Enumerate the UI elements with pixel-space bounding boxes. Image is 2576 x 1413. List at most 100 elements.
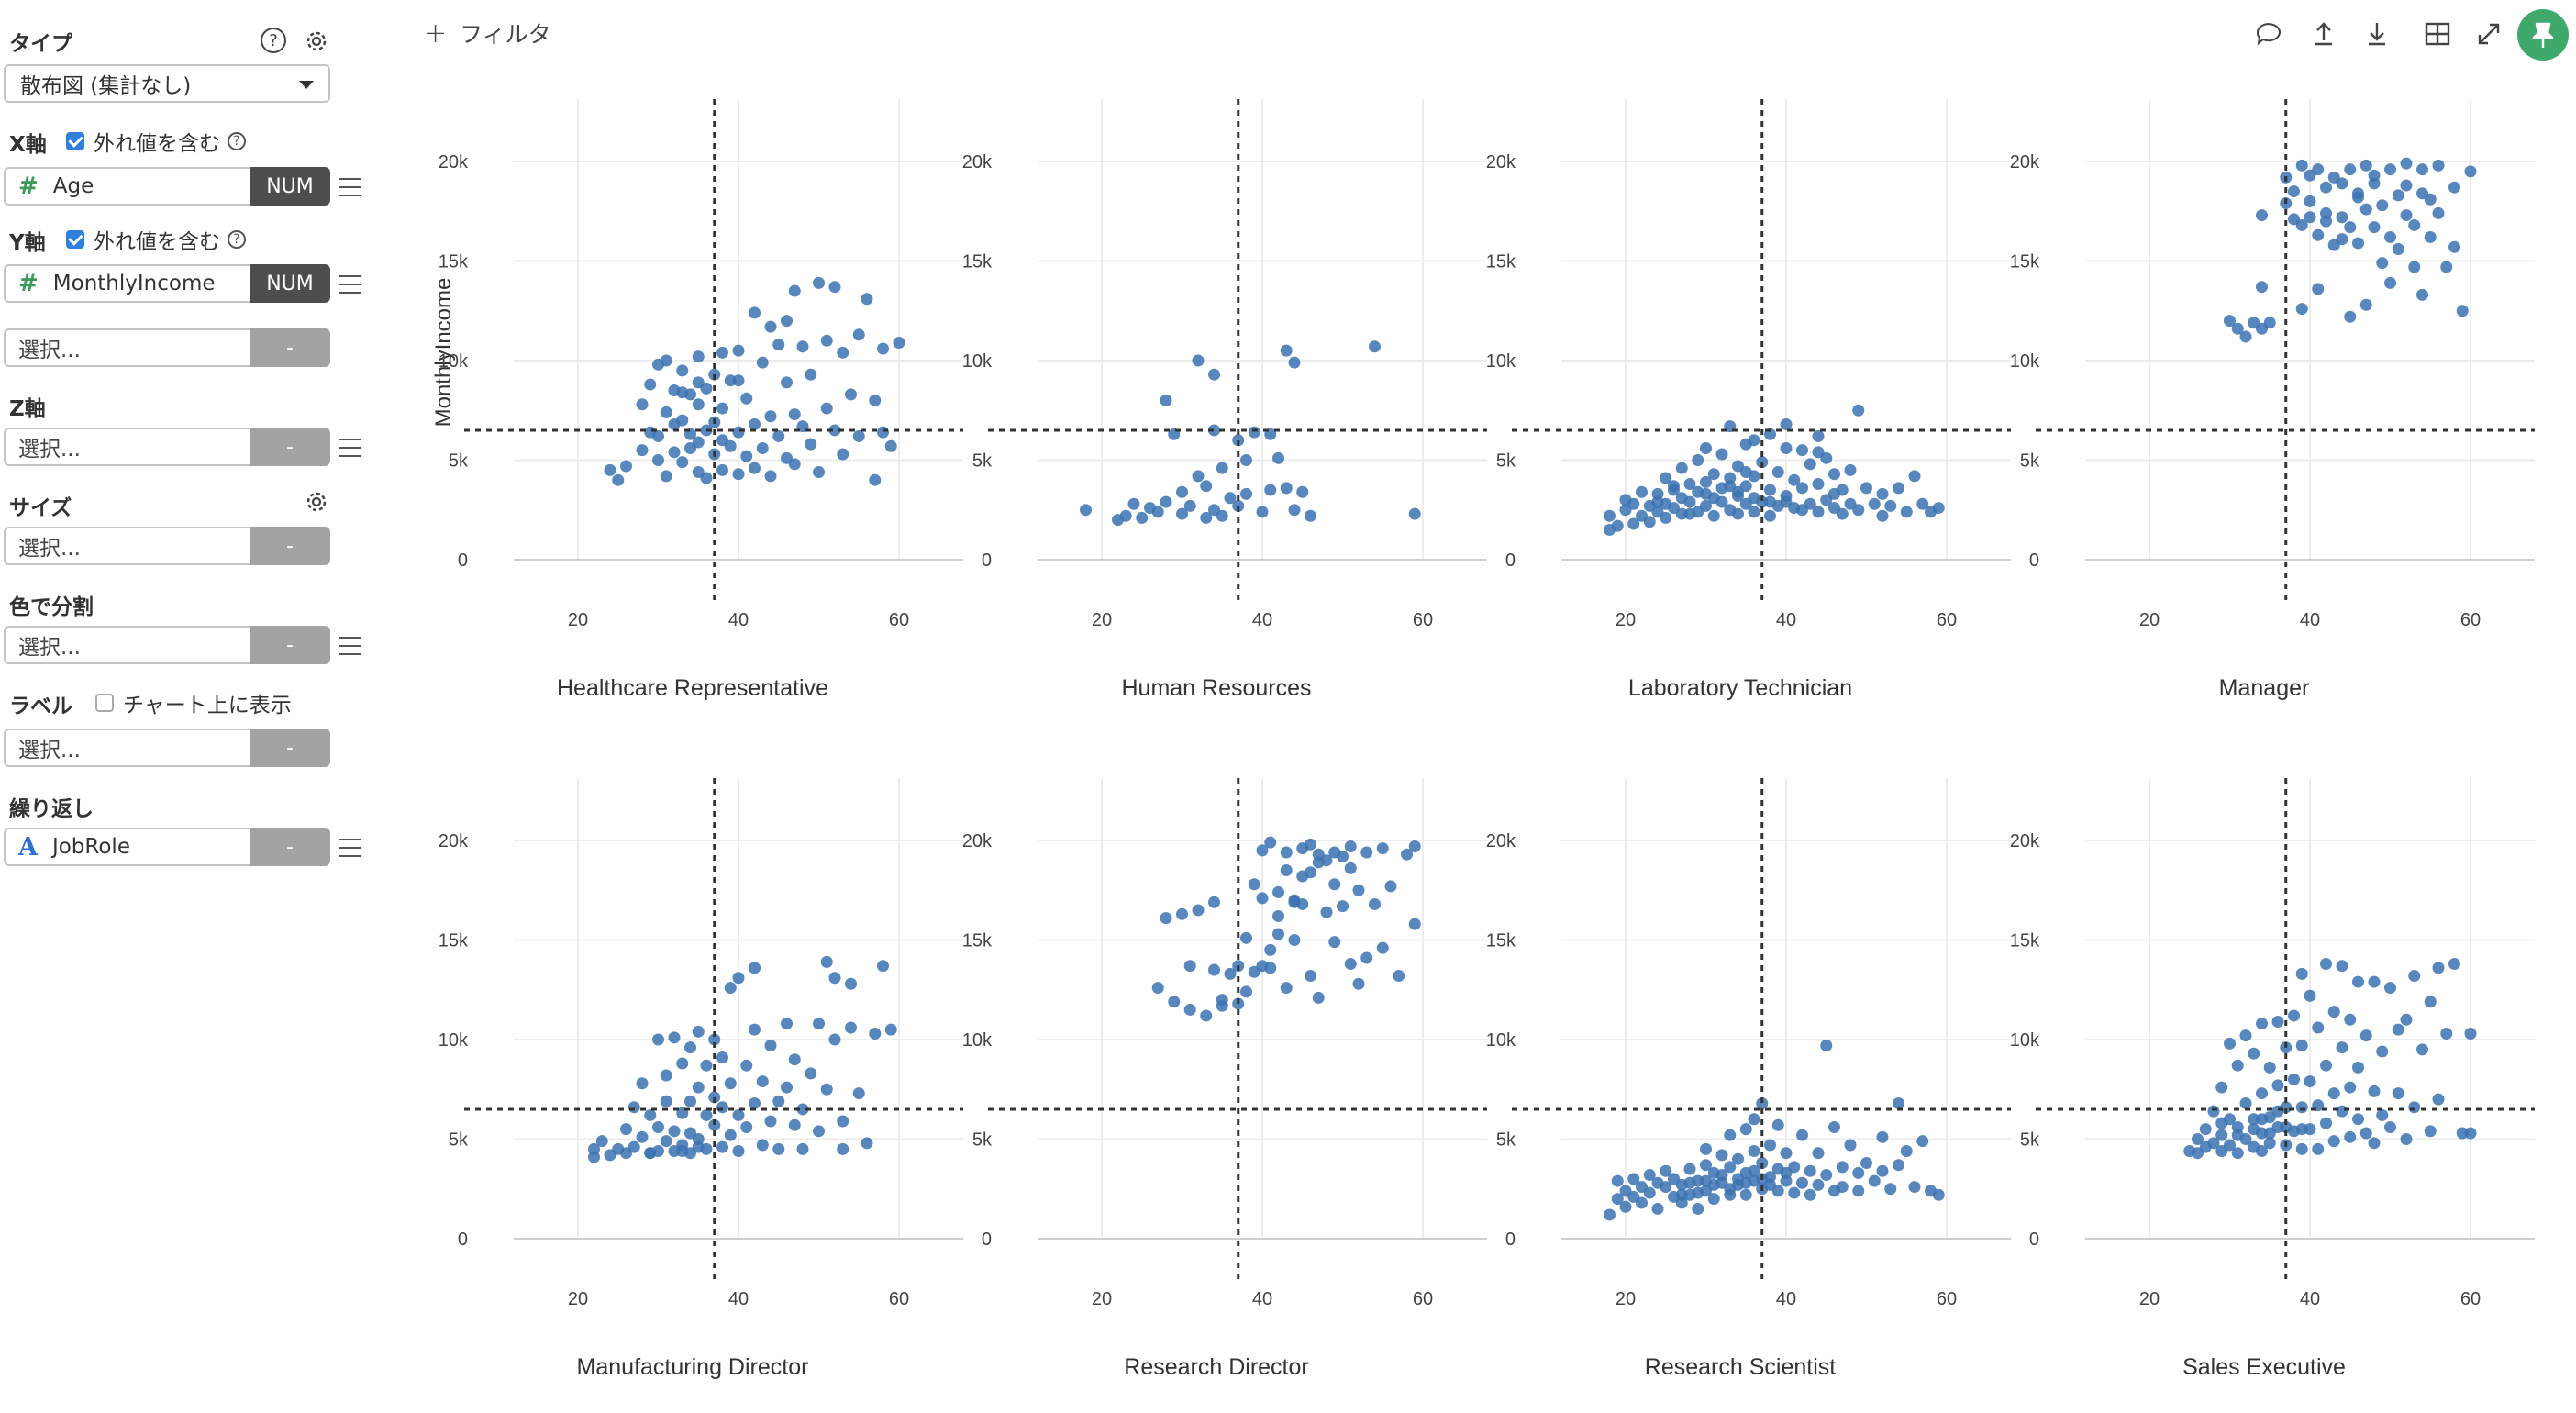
size-field[interactable]: 選択... - bbox=[4, 527, 330, 565]
scatter-point bbox=[845, 388, 857, 401]
scatter-point bbox=[1715, 482, 1728, 495]
z-tag[interactable]: - bbox=[250, 428, 330, 466]
scatter-point bbox=[1376, 941, 1389, 954]
scatter-point bbox=[716, 402, 728, 415]
scatter-point bbox=[1611, 1174, 1624, 1187]
z-axis-field[interactable]: 選択... - bbox=[4, 428, 330, 466]
pin-button[interactable] bbox=[2517, 9, 2569, 61]
scatter-point bbox=[1796, 482, 1808, 495]
x-help-icon[interactable]: ? bbox=[228, 132, 246, 150]
comment-icon[interactable] bbox=[2253, 18, 2284, 50]
expand-icon[interactable] bbox=[2473, 18, 2504, 50]
repeat-menu-icon[interactable] bbox=[339, 839, 361, 863]
scatter-point bbox=[764, 1040, 777, 1052]
y-menu-icon[interactable] bbox=[339, 275, 361, 300]
y-help-icon[interactable]: ? bbox=[228, 230, 246, 249]
scatter-point bbox=[772, 1095, 785, 1107]
add-filter-button[interactable]: + フィルタ bbox=[424, 17, 551, 50]
x-field-type[interactable]: NUM bbox=[250, 167, 330, 206]
y-outlier-toggle[interactable]: 外れ値を含む ? bbox=[66, 224, 246, 255]
color-tag[interactable]: - bbox=[250, 626, 330, 664]
scatter-point bbox=[1627, 517, 1640, 530]
scatter-point bbox=[828, 972, 841, 985]
scatter-point bbox=[1820, 1169, 1833, 1182]
scatter-point bbox=[1408, 507, 1421, 520]
scatter-point bbox=[1868, 497, 1881, 510]
scatter-point bbox=[2344, 1130, 2357, 1143]
facet-panel: 0 5k 10k 15k 20k 20 40 60 Manager bbox=[2010, 99, 2535, 701]
x-tick-label: 60 bbox=[1937, 1289, 1957, 1309]
y-tick-label: 15k bbox=[439, 931, 469, 951]
scatter-point bbox=[749, 1023, 761, 1036]
scatter-point bbox=[2359, 1029, 2372, 1042]
scatter-point bbox=[2416, 288, 2428, 301]
scatter-point bbox=[1183, 499, 1196, 512]
scatter-point bbox=[845, 1021, 857, 1034]
help-icon[interactable]: ? bbox=[261, 28, 286, 53]
size-label: サイズ bbox=[9, 496, 72, 520]
scatter-point bbox=[1804, 1188, 1816, 1201]
scatter-point bbox=[2432, 159, 2445, 172]
scatter-point bbox=[1764, 1139, 1776, 1152]
scatter-point bbox=[1328, 936, 1341, 949]
label-field[interactable]: 選択... - bbox=[4, 729, 330, 767]
repeat-tag[interactable]: - bbox=[250, 828, 330, 866]
color-menu-icon[interactable] bbox=[339, 637, 361, 662]
gear-icon[interactable] bbox=[303, 28, 330, 55]
y-tick-label: 20k bbox=[1486, 831, 1516, 851]
scatter-point bbox=[1264, 962, 1277, 974]
scatter-point bbox=[1724, 1183, 1737, 1196]
x-menu-icon[interactable] bbox=[339, 178, 361, 203]
y-axis-field[interactable]: # MonthlyIncome NUM bbox=[4, 264, 330, 303]
scatter-point bbox=[1232, 434, 1245, 447]
x-outlier-checkbox[interactable] bbox=[66, 132, 84, 150]
scatter-point bbox=[724, 982, 737, 995]
scatter-point bbox=[692, 350, 705, 363]
scatter-point bbox=[2352, 191, 2364, 204]
scatter-point bbox=[805, 438, 817, 451]
y2-field[interactable]: 選択... - bbox=[4, 328, 330, 367]
x-outlier-toggle[interactable]: 外れ値を含む ? bbox=[66, 126, 246, 157]
scatter-point bbox=[805, 368, 817, 381]
chart-type-select[interactable]: 散布図 (集計なし) bbox=[4, 64, 330, 103]
scatter-point bbox=[716, 463, 728, 476]
label-show-toggle[interactable]: チャート上に表示 bbox=[95, 687, 292, 718]
scatter-point bbox=[1764, 509, 1776, 522]
table-icon[interactable] bbox=[2422, 18, 2453, 50]
scatter-point bbox=[732, 1145, 745, 1158]
label-tag[interactable]: - bbox=[250, 729, 330, 767]
scatter-point bbox=[1296, 485, 1309, 498]
scatter-point bbox=[1796, 1129, 1808, 1141]
y-axis-label: Y軸 bbox=[9, 231, 46, 255]
scatter-point bbox=[828, 424, 841, 437]
scatter-point bbox=[2352, 1061, 2364, 1074]
scatter-point bbox=[2384, 1120, 2396, 1133]
size-gear-icon[interactable] bbox=[303, 488, 330, 516]
scatter-point bbox=[636, 1130, 649, 1143]
x-axis-field[interactable]: # Age NUM bbox=[4, 167, 330, 206]
y-outlier-checkbox[interactable] bbox=[66, 230, 84, 249]
color-field[interactable]: 選択... - bbox=[4, 626, 330, 664]
upload-icon[interactable] bbox=[2308, 18, 2339, 50]
scatter-point bbox=[2295, 159, 2308, 172]
scatter-point bbox=[2376, 199, 2389, 212]
z-menu-icon[interactable] bbox=[339, 439, 361, 463]
scatter-point bbox=[1748, 492, 1760, 505]
x-tick-label: 40 bbox=[1776, 1289, 1796, 1309]
scatter-point bbox=[1748, 1113, 1760, 1126]
scatter-point bbox=[2424, 230, 2437, 243]
y2-tag[interactable]: - bbox=[250, 328, 330, 367]
scatter-point bbox=[788, 1118, 801, 1131]
download-icon[interactable] bbox=[2361, 18, 2393, 50]
config-panel: タイプ ? 散布図 (集計なし) X軸 外れ値を含む ? # Age NUM Y軸… bbox=[0, 0, 367, 1413]
scatter-point bbox=[1288, 896, 1301, 908]
scatter-point bbox=[1369, 897, 1381, 910]
scatter-point bbox=[1280, 864, 1293, 877]
y-field-type[interactable]: NUM bbox=[250, 264, 330, 303]
size-tag[interactable]: - bbox=[250, 527, 330, 565]
scatter-point bbox=[668, 1031, 681, 1044]
label-show-checkbox[interactable] bbox=[95, 694, 114, 712]
scatter-point bbox=[1200, 1009, 1213, 1022]
scatter-point bbox=[2352, 975, 2364, 988]
repeat-field[interactable]: A JobRole - bbox=[4, 828, 330, 866]
